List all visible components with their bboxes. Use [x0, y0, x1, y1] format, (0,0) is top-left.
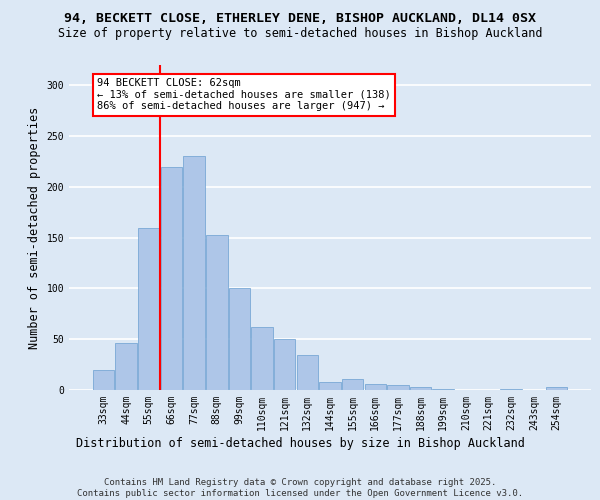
Bar	[410, 387, 431, 390]
Bar	[342, 379, 364, 390]
Bar	[387, 385, 409, 390]
Bar	[433, 389, 454, 390]
Bar	[206, 234, 227, 390]
Bar	[184, 156, 205, 390]
Text: Distribution of semi-detached houses by size in Bishop Auckland: Distribution of semi-detached houses by …	[76, 438, 524, 450]
Bar	[296, 356, 318, 390]
Text: 94, BECKETT CLOSE, ETHERLEY DENE, BISHOP AUCKLAND, DL14 0SX: 94, BECKETT CLOSE, ETHERLEY DENE, BISHOP…	[64, 12, 536, 26]
Bar	[138, 228, 160, 390]
Text: 94 BECKETT CLOSE: 62sqm
← 13% of semi-detached houses are smaller (138)
86% of s: 94 BECKETT CLOSE: 62sqm ← 13% of semi-de…	[97, 78, 391, 112]
Bar	[319, 382, 341, 390]
Text: Size of property relative to semi-detached houses in Bishop Auckland: Size of property relative to semi-detach…	[58, 28, 542, 40]
Bar	[115, 344, 137, 390]
Bar	[93, 370, 114, 390]
Bar	[274, 339, 295, 390]
Bar	[161, 166, 182, 390]
Bar	[229, 288, 250, 390]
Bar	[546, 387, 567, 390]
Bar	[365, 384, 386, 390]
Text: Contains HM Land Registry data © Crown copyright and database right 2025.
Contai: Contains HM Land Registry data © Crown c…	[77, 478, 523, 498]
Y-axis label: Number of semi-detached properties: Number of semi-detached properties	[28, 106, 41, 348]
Bar	[500, 389, 522, 390]
Bar	[251, 327, 273, 390]
